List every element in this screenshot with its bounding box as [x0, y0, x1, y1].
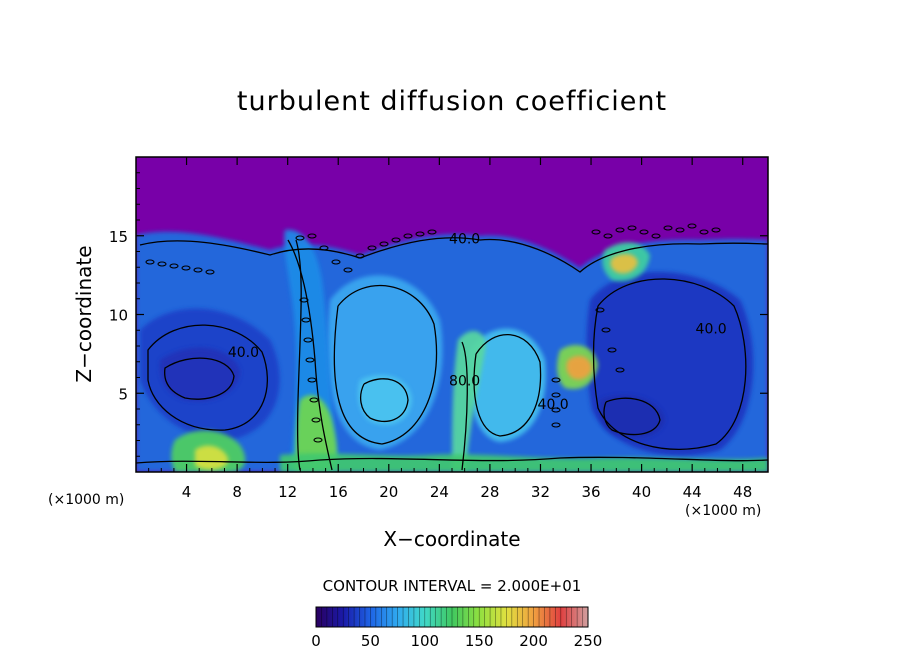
- contour-blob: [193, 267, 203, 273]
- contour-blob: [595, 307, 605, 313]
- contour-blob: [415, 231, 425, 237]
- contour-blob: [343, 267, 353, 273]
- y-tick-label: 15: [109, 228, 128, 246]
- contour-blob: [169, 263, 179, 269]
- contour-line: [592, 278, 747, 450]
- contour-blob: [307, 377, 317, 383]
- x-unit-left: (×1000 m): [48, 492, 125, 508]
- field-plume-green: [295, 395, 337, 470]
- x-tick-label: 12: [278, 483, 297, 501]
- chart-title: turbulent diffusion coefficient: [236, 86, 668, 117]
- x-axis-label: X−coordinate: [383, 527, 521, 551]
- contour-line: [295, 239, 302, 471]
- contour-label: 40.0: [696, 321, 727, 337]
- contour-blob: [663, 225, 673, 231]
- contour-blob: [675, 227, 685, 233]
- contour-blob: [601, 327, 611, 333]
- contour-label: 40.0: [228, 345, 259, 361]
- contour-blob: [181, 265, 191, 271]
- contour-blob: [615, 367, 625, 373]
- field-jet-green: [452, 330, 486, 470]
- contour-label: 40.0: [538, 397, 569, 413]
- contour-blob: [699, 229, 709, 235]
- contour-blob: [551, 422, 561, 428]
- x-tick-label: 32: [531, 483, 550, 501]
- x-tick-label: 8: [232, 483, 242, 501]
- x-tick-label: 36: [581, 483, 600, 501]
- contour-blob: [299, 297, 309, 303]
- colorbar-tick-label: 250: [574, 632, 603, 650]
- contour-blob: [403, 233, 413, 239]
- contour-blob: [379, 241, 389, 247]
- contour-blob: [687, 223, 697, 229]
- contour-line: [147, 324, 269, 431]
- contour-blob: [309, 397, 319, 403]
- contour-blob: [145, 259, 155, 265]
- field-center-core: [358, 375, 412, 425]
- contour-line: [287, 239, 333, 471]
- contour-blob: [427, 229, 437, 235]
- contour-blob: [367, 245, 377, 251]
- contour-line: [136, 456, 768, 464]
- contour-blob: [627, 225, 637, 231]
- contour-blob: [639, 229, 649, 235]
- x-tick-label: 20: [379, 483, 398, 501]
- contour-blob: [295, 235, 305, 241]
- x-tick-label: 24: [430, 483, 449, 501]
- x-tick-label: 28: [480, 483, 499, 501]
- field-top-right-yellow: [610, 253, 638, 274]
- field-left-bottom-yellow: [195, 445, 229, 470]
- contour-blob: [157, 261, 167, 267]
- x-tick-label: 44: [683, 483, 702, 501]
- contour-line: [603, 397, 661, 436]
- field-mid-eddy: [468, 328, 546, 442]
- contour-blob: [591, 229, 601, 235]
- contour-label: 80.0: [449, 373, 480, 389]
- contour-line: [164, 357, 235, 400]
- x-tick-label: 4: [182, 483, 192, 501]
- field-blob-orange: [566, 355, 592, 380]
- contour-blob: [303, 337, 313, 343]
- contour-line: [461, 341, 468, 471]
- colorbar-tick-label: 100: [410, 632, 439, 650]
- contour-blob: [391, 237, 401, 243]
- contour-blob: [331, 259, 341, 265]
- contour-blob: [651, 233, 661, 239]
- contour-line: [139, 237, 768, 273]
- contour-blob: [607, 347, 617, 353]
- field-center-eddy: [327, 275, 443, 450]
- contour-blob: [615, 227, 625, 233]
- colorbar-tick-label: 150: [465, 632, 494, 650]
- y-tick-label: 5: [118, 385, 128, 403]
- contour-line: [473, 333, 542, 437]
- x-unit-right: (×1000 m): [685, 503, 762, 519]
- contour-blob: [551, 377, 561, 383]
- x-tick-label: 16: [329, 483, 348, 501]
- contour-blob: [551, 407, 561, 413]
- contour-blob: [311, 417, 321, 423]
- x-tick-label: 48: [733, 483, 752, 501]
- contour-blob: [319, 245, 329, 251]
- contour-blob: [603, 233, 613, 239]
- plot-area: 40.0 40.0 40.0 80.0 40.0: [136, 157, 768, 472]
- colorbar-tick-label: 50: [361, 632, 380, 650]
- colorbar-tick-label: 0: [311, 632, 321, 650]
- contour-blob: [711, 227, 721, 233]
- contour-blob: [355, 253, 365, 259]
- contour-blob: [205, 269, 215, 275]
- contour-blob: [313, 437, 323, 443]
- y-tick-label: 10: [109, 307, 128, 325]
- contour-blob: [301, 317, 311, 323]
- contour-label: 40.0: [449, 232, 480, 248]
- contour-blob: [305, 357, 315, 363]
- field-right-core: [599, 395, 665, 438]
- contour-blob: [307, 233, 317, 239]
- x-tick-label: 40: [632, 483, 651, 501]
- contour-interval-text: CONTOUR INTERVAL = 2.000E+01: [322, 577, 582, 595]
- colorbar-tick-label: 200: [519, 632, 548, 650]
- contour-blob: [551, 392, 561, 398]
- contour-line: [333, 284, 438, 445]
- contour-line: [359, 378, 409, 423]
